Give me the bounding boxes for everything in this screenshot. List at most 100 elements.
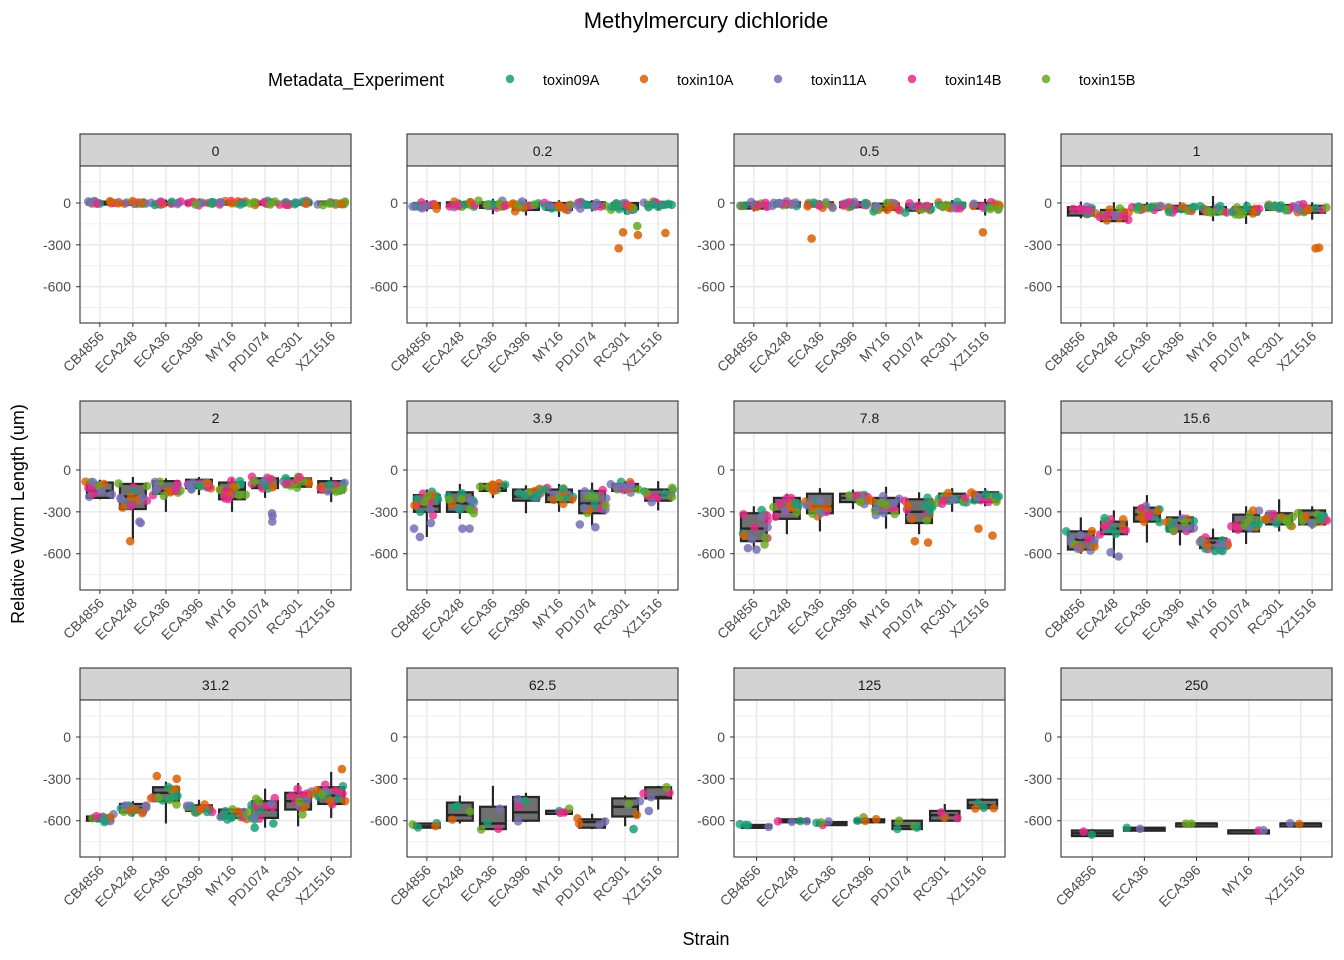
data-point-toxin15B bbox=[114, 479, 123, 488]
points-layer bbox=[1068, 199, 1331, 253]
data-point-toxin14B bbox=[293, 784, 302, 794]
data-point-toxin11A bbox=[88, 477, 98, 487]
data-point-toxin09A bbox=[1164, 207, 1174, 217]
data-point-toxin14B bbox=[500, 201, 509, 211]
data-point-toxin09A bbox=[1100, 513, 1109, 523]
facet-strip bbox=[1060, 133, 1333, 167]
data-point-toxin09A bbox=[455, 505, 465, 514]
y-tick-label: 0 bbox=[390, 195, 398, 211]
data-point-toxin09A bbox=[163, 782, 173, 792]
data-point-toxin09A bbox=[208, 198, 217, 207]
data-point-toxin14B bbox=[453, 201, 462, 210]
data-point-toxin15B bbox=[241, 490, 250, 499]
data-point-toxin10A bbox=[337, 764, 347, 774]
data-point-toxin14B bbox=[773, 816, 783, 826]
data-point-toxin15B bbox=[444, 495, 454, 504]
points-layer bbox=[738, 488, 1004, 554]
data-point-toxin11A bbox=[606, 479, 616, 489]
data-point-toxin15B bbox=[1169, 526, 1178, 535]
data-point-toxin15B bbox=[761, 533, 770, 542]
data-point-toxin15B bbox=[1322, 203, 1331, 212]
facet-strip bbox=[406, 400, 679, 434]
data-point-toxin09A bbox=[1317, 512, 1326, 521]
data-point-toxin09A bbox=[290, 199, 299, 209]
data-point-toxin15B bbox=[1293, 508, 1303, 518]
y-tick-label: -300 bbox=[1024, 771, 1052, 787]
facet-strip bbox=[1060, 400, 1333, 434]
data-point-toxin09A bbox=[614, 204, 624, 214]
data-point-toxin10A bbox=[152, 771, 162, 781]
data-point-toxin09A bbox=[413, 823, 423, 832]
data-point-toxin11A bbox=[266, 799, 276, 808]
data-point-toxin10A bbox=[312, 785, 322, 795]
data-point-toxin09A bbox=[540, 484, 550, 494]
data-point-toxin10A bbox=[554, 201, 563, 210]
legend-label-toxin09A: toxin09A bbox=[543, 73, 600, 89]
data-point-toxin10A bbox=[431, 821, 440, 831]
data-point-toxin10A bbox=[233, 807, 243, 816]
data-point-toxin09A bbox=[861, 198, 870, 208]
data-point-toxin11A bbox=[1254, 506, 1264, 515]
data-point-toxin11A bbox=[973, 492, 983, 502]
data-point-toxin09A bbox=[979, 803, 989, 813]
facet-strip-label: 0.2 bbox=[533, 143, 553, 159]
points-layer bbox=[409, 477, 678, 542]
data-point-toxin11A bbox=[879, 508, 888, 518]
y-tick-label: -300 bbox=[370, 504, 398, 520]
data-point-toxin10A bbox=[126, 806, 135, 815]
facet-0.5: 0.50-300-600CB4856ECA248ECA36ECA396MY16P… bbox=[697, 133, 1006, 376]
x-tick-label: ECA248 bbox=[753, 862, 801, 910]
data-point-toxin15B bbox=[529, 200, 539, 209]
facet-strip-label: 0 bbox=[212, 143, 220, 159]
data-point-toxin09A bbox=[1188, 202, 1198, 212]
data-point-toxin09A bbox=[1168, 518, 1178, 528]
points-layer bbox=[83, 196, 350, 210]
data-point-toxin14B bbox=[88, 489, 98, 498]
data-point-toxin10A bbox=[633, 230, 643, 240]
data-point-toxin15B bbox=[667, 492, 677, 502]
data-point-toxin11A bbox=[756, 512, 766, 522]
data-point-toxin10A bbox=[510, 207, 520, 216]
data-point-toxin10A bbox=[118, 503, 127, 512]
data-point-toxin09A bbox=[250, 823, 259, 832]
data-point-toxin15B bbox=[590, 493, 599, 502]
data-point-toxin15B bbox=[465, 505, 475, 515]
data-point-toxin11A bbox=[1076, 531, 1085, 540]
data-point-toxin09A bbox=[1311, 203, 1320, 213]
data-point-toxin10A bbox=[137, 198, 147, 208]
data-point-toxin14B bbox=[639, 789, 648, 798]
facet-0.2: 0.20-300-600CB4856ECA248ECA36ECA396MY16P… bbox=[370, 133, 679, 376]
data-point-toxin11A bbox=[323, 487, 333, 496]
data-point-toxin10A bbox=[106, 197, 116, 207]
data-point-toxin11A bbox=[1114, 552, 1123, 561]
data-point-toxin11A bbox=[415, 532, 425, 542]
facet-31.2: 31.20-300-600CB4856ECA248ECA36ECA396MY16… bbox=[43, 667, 352, 910]
data-point-toxin15B bbox=[423, 492, 432, 501]
data-point-toxin09A bbox=[261, 481, 270, 491]
data-point-toxin14B bbox=[955, 204, 965, 213]
legend-title: Metadata_Experiment bbox=[268, 70, 444, 91]
data-point-toxin09A bbox=[173, 791, 182, 801]
data-point-toxin15B bbox=[235, 490, 244, 500]
panel-border bbox=[79, 432, 352, 591]
data-point-toxin11A bbox=[816, 508, 826, 518]
data-point-toxin14B bbox=[1254, 204, 1264, 214]
data-point-toxin10A bbox=[488, 480, 497, 489]
data-point-toxin14B bbox=[227, 476, 236, 485]
data-point-toxin09A bbox=[100, 816, 110, 825]
data-point-toxin14B bbox=[763, 516, 772, 525]
data-point-toxin15B bbox=[250, 477, 259, 486]
data-point-toxin10A bbox=[910, 536, 920, 546]
data-point-toxin10A bbox=[336, 199, 346, 209]
data-point-toxin14B bbox=[939, 496, 949, 505]
data-point-toxin11A bbox=[764, 822, 773, 832]
data-point-toxin15B bbox=[142, 481, 152, 491]
data-point-toxin10A bbox=[1136, 512, 1146, 522]
x-tick-label: XZ1516 bbox=[1262, 862, 1308, 908]
data-point-toxin10A bbox=[907, 514, 917, 524]
data-point-toxin14B bbox=[936, 808, 946, 817]
data-point-toxin15B bbox=[922, 515, 932, 525]
data-point-toxin15B bbox=[295, 797, 304, 806]
data-point-toxin11A bbox=[592, 198, 601, 208]
data-point-toxin14B bbox=[1095, 212, 1104, 222]
